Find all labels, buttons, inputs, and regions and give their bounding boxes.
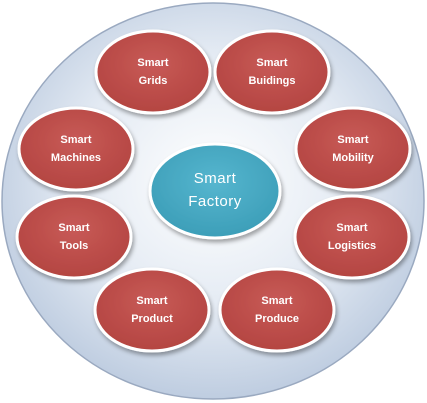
node-machines-line2: Machines — [51, 152, 101, 164]
node-produce-line2: Produce — [255, 313, 299, 325]
node-mobility-line1: Smart — [337, 134, 369, 146]
node-logistics: Smart Logistics — [293, 194, 411, 280]
node-buildings-line2: Buidings — [248, 75, 295, 87]
node-buildings-line1: Smart — [256, 57, 288, 69]
node-buildings: Smart Buidings — [213, 29, 331, 115]
node-logistics-line2: Logistics — [328, 240, 376, 252]
node-machines: Smart Machines — [17, 106, 135, 192]
node-grids: Smart Grids — [94, 29, 212, 115]
node-product-line2: Product — [131, 313, 173, 325]
node-logistics-line1: Smart — [336, 222, 368, 234]
node-product: Smart Product — [93, 267, 211, 353]
node-mobility-line2: Mobility — [332, 152, 374, 164]
center-node: Smart Factory — [148, 142, 282, 240]
node-grids-line2: Grids — [139, 75, 168, 87]
nodes-layer: Smart Grids Smart Buidings Smart Machine… — [15, 29, 412, 353]
node-produce: Smart Produce — [218, 267, 336, 353]
node-produce-line1: Smart — [261, 295, 293, 307]
node-tools-line1: Smart — [58, 222, 90, 234]
node-grids-line1: Smart — [137, 57, 169, 69]
node-tools: Smart Tools — [15, 194, 133, 280]
node-tools-line2: Tools — [60, 240, 89, 252]
center-label-line1: Smart — [194, 170, 237, 187]
node-mobility: Smart Mobility — [294, 106, 412, 192]
node-product-line1: Smart — [136, 295, 168, 307]
node-machines-line1: Smart — [60, 134, 92, 146]
center-label-line2: Factory — [188, 193, 242, 210]
